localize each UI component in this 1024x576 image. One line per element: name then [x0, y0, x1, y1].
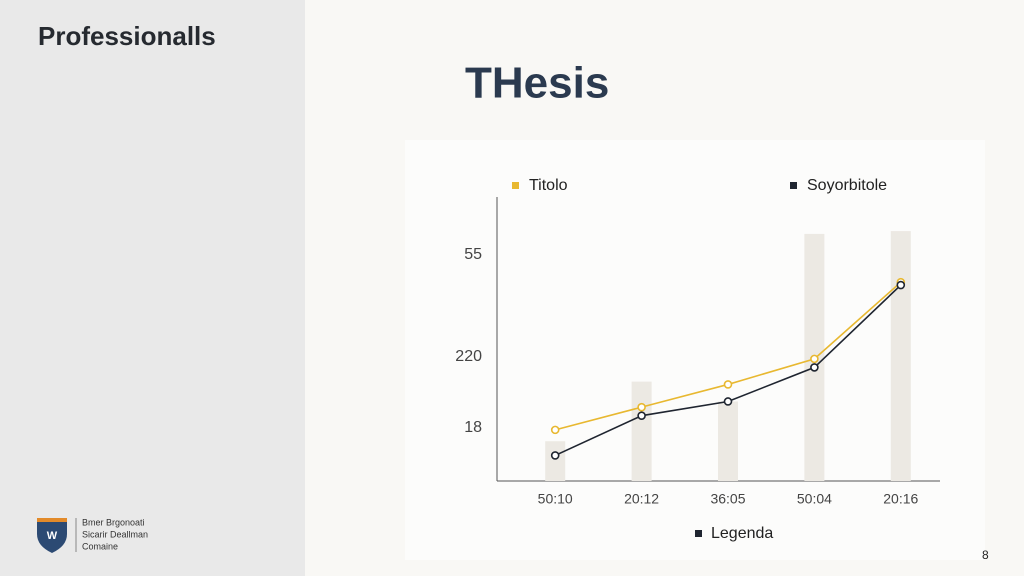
- legend-title: Legenda: [711, 525, 773, 542]
- point: [723, 380, 733, 389]
- y-axis-label: 220: [455, 348, 482, 365]
- x-tick-label: 50:04: [797, 491, 832, 507]
- point: [896, 280, 906, 290]
- point: [550, 425, 560, 435]
- point: [723, 397, 733, 406]
- point: [637, 402, 646, 412]
- footer-line: Bmer Brgonoati: [82, 517, 145, 527]
- y-axis-label: 18: [464, 419, 482, 436]
- footer-line: Sicarir Deallman: [82, 529, 148, 539]
- brand: Professionalls: [38, 21, 216, 51]
- footer-line: Comaine: [82, 541, 118, 551]
- x-tick-label: 36:05: [710, 491, 745, 507]
- page-number: 8: [982, 548, 989, 562]
- legend-label: Titolo: [529, 177, 568, 194]
- x-tick-label: 50:10: [538, 491, 573, 507]
- point: [637, 411, 646, 420]
- bar: [631, 381, 652, 481]
- point: [810, 363, 819, 372]
- bar: [545, 441, 566, 481]
- chart-area: [405, 140, 985, 560]
- point: [550, 451, 560, 460]
- sidebar: [0, 0, 305, 576]
- legend-swatch: [790, 182, 797, 189]
- legend-swatch: [695, 530, 702, 537]
- logo: W: [37, 518, 67, 553]
- x-tick-label: 20:16: [883, 491, 918, 507]
- bar: [718, 401, 738, 481]
- svg-text:W: W: [47, 530, 58, 542]
- slide-title: THesis: [465, 59, 609, 108]
- y-axis-label: 55: [464, 246, 482, 263]
- legend-swatch: [512, 182, 519, 189]
- x-tick-label: 20:12: [624, 491, 659, 507]
- bar: [890, 231, 911, 481]
- legend-label: Soyorbitole: [807, 177, 887, 194]
- point: [810, 354, 819, 364]
